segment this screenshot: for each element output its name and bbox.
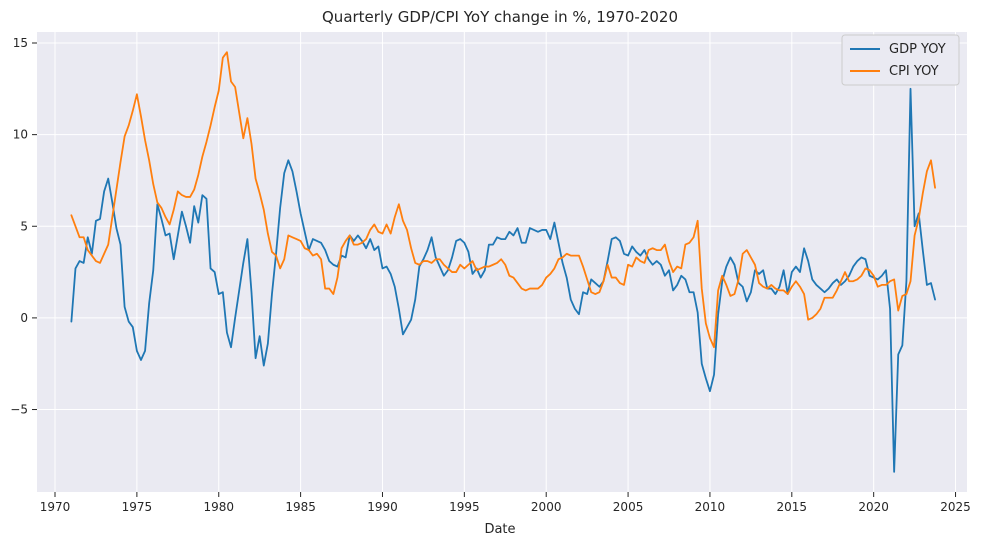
legend-label-gdp: GDP YOY xyxy=(889,42,946,57)
x-tick-label: 2010 xyxy=(695,500,726,514)
y-tick-label: 10 xyxy=(13,128,28,142)
x-tick-label: 1975 xyxy=(122,500,153,514)
grid-lines xyxy=(37,32,967,492)
y-tick-label: −5 xyxy=(10,403,28,417)
y-tick-label: 5 xyxy=(20,219,28,233)
legend-label-cpi: CPI YOY xyxy=(889,64,939,79)
legend: GDP YOY CPI YOY xyxy=(841,34,960,86)
x-tick-label: 2005 xyxy=(613,500,644,514)
x-axis-label: Date xyxy=(484,522,515,537)
x-tick-label: 1995 xyxy=(449,500,480,514)
chart-title: Quarterly GDP/CPI YoY change in %, 1970-… xyxy=(322,8,678,26)
x-tick-label: 1990 xyxy=(367,500,398,514)
x-tick-label: 2015 xyxy=(777,500,808,514)
y-tick-label: 15 xyxy=(13,36,28,50)
x-tick-label: 1980 xyxy=(203,500,234,514)
x-axis-ticks: 1970 1975 1980 1985 1990 1995 2000 2005 2010 2015… xyxy=(40,492,971,514)
x-tick-label: 1970 xyxy=(40,500,71,514)
series-line-cpi-yoy xyxy=(70,51,936,349)
series-lines xyxy=(70,51,936,473)
x-tick-label: 1985 xyxy=(285,500,316,514)
x-tick-label: 2000 xyxy=(531,500,562,514)
plot-area xyxy=(37,32,967,492)
legend-box xyxy=(841,34,960,86)
y-tick-label: 0 xyxy=(20,311,28,325)
x-tick-label: 2020 xyxy=(858,500,889,514)
series-line-gdp-yoy xyxy=(70,87,936,473)
x-tick-label: 2025 xyxy=(940,500,971,514)
y-axis-ticks: −5 0 5 10 15 xyxy=(10,36,37,417)
